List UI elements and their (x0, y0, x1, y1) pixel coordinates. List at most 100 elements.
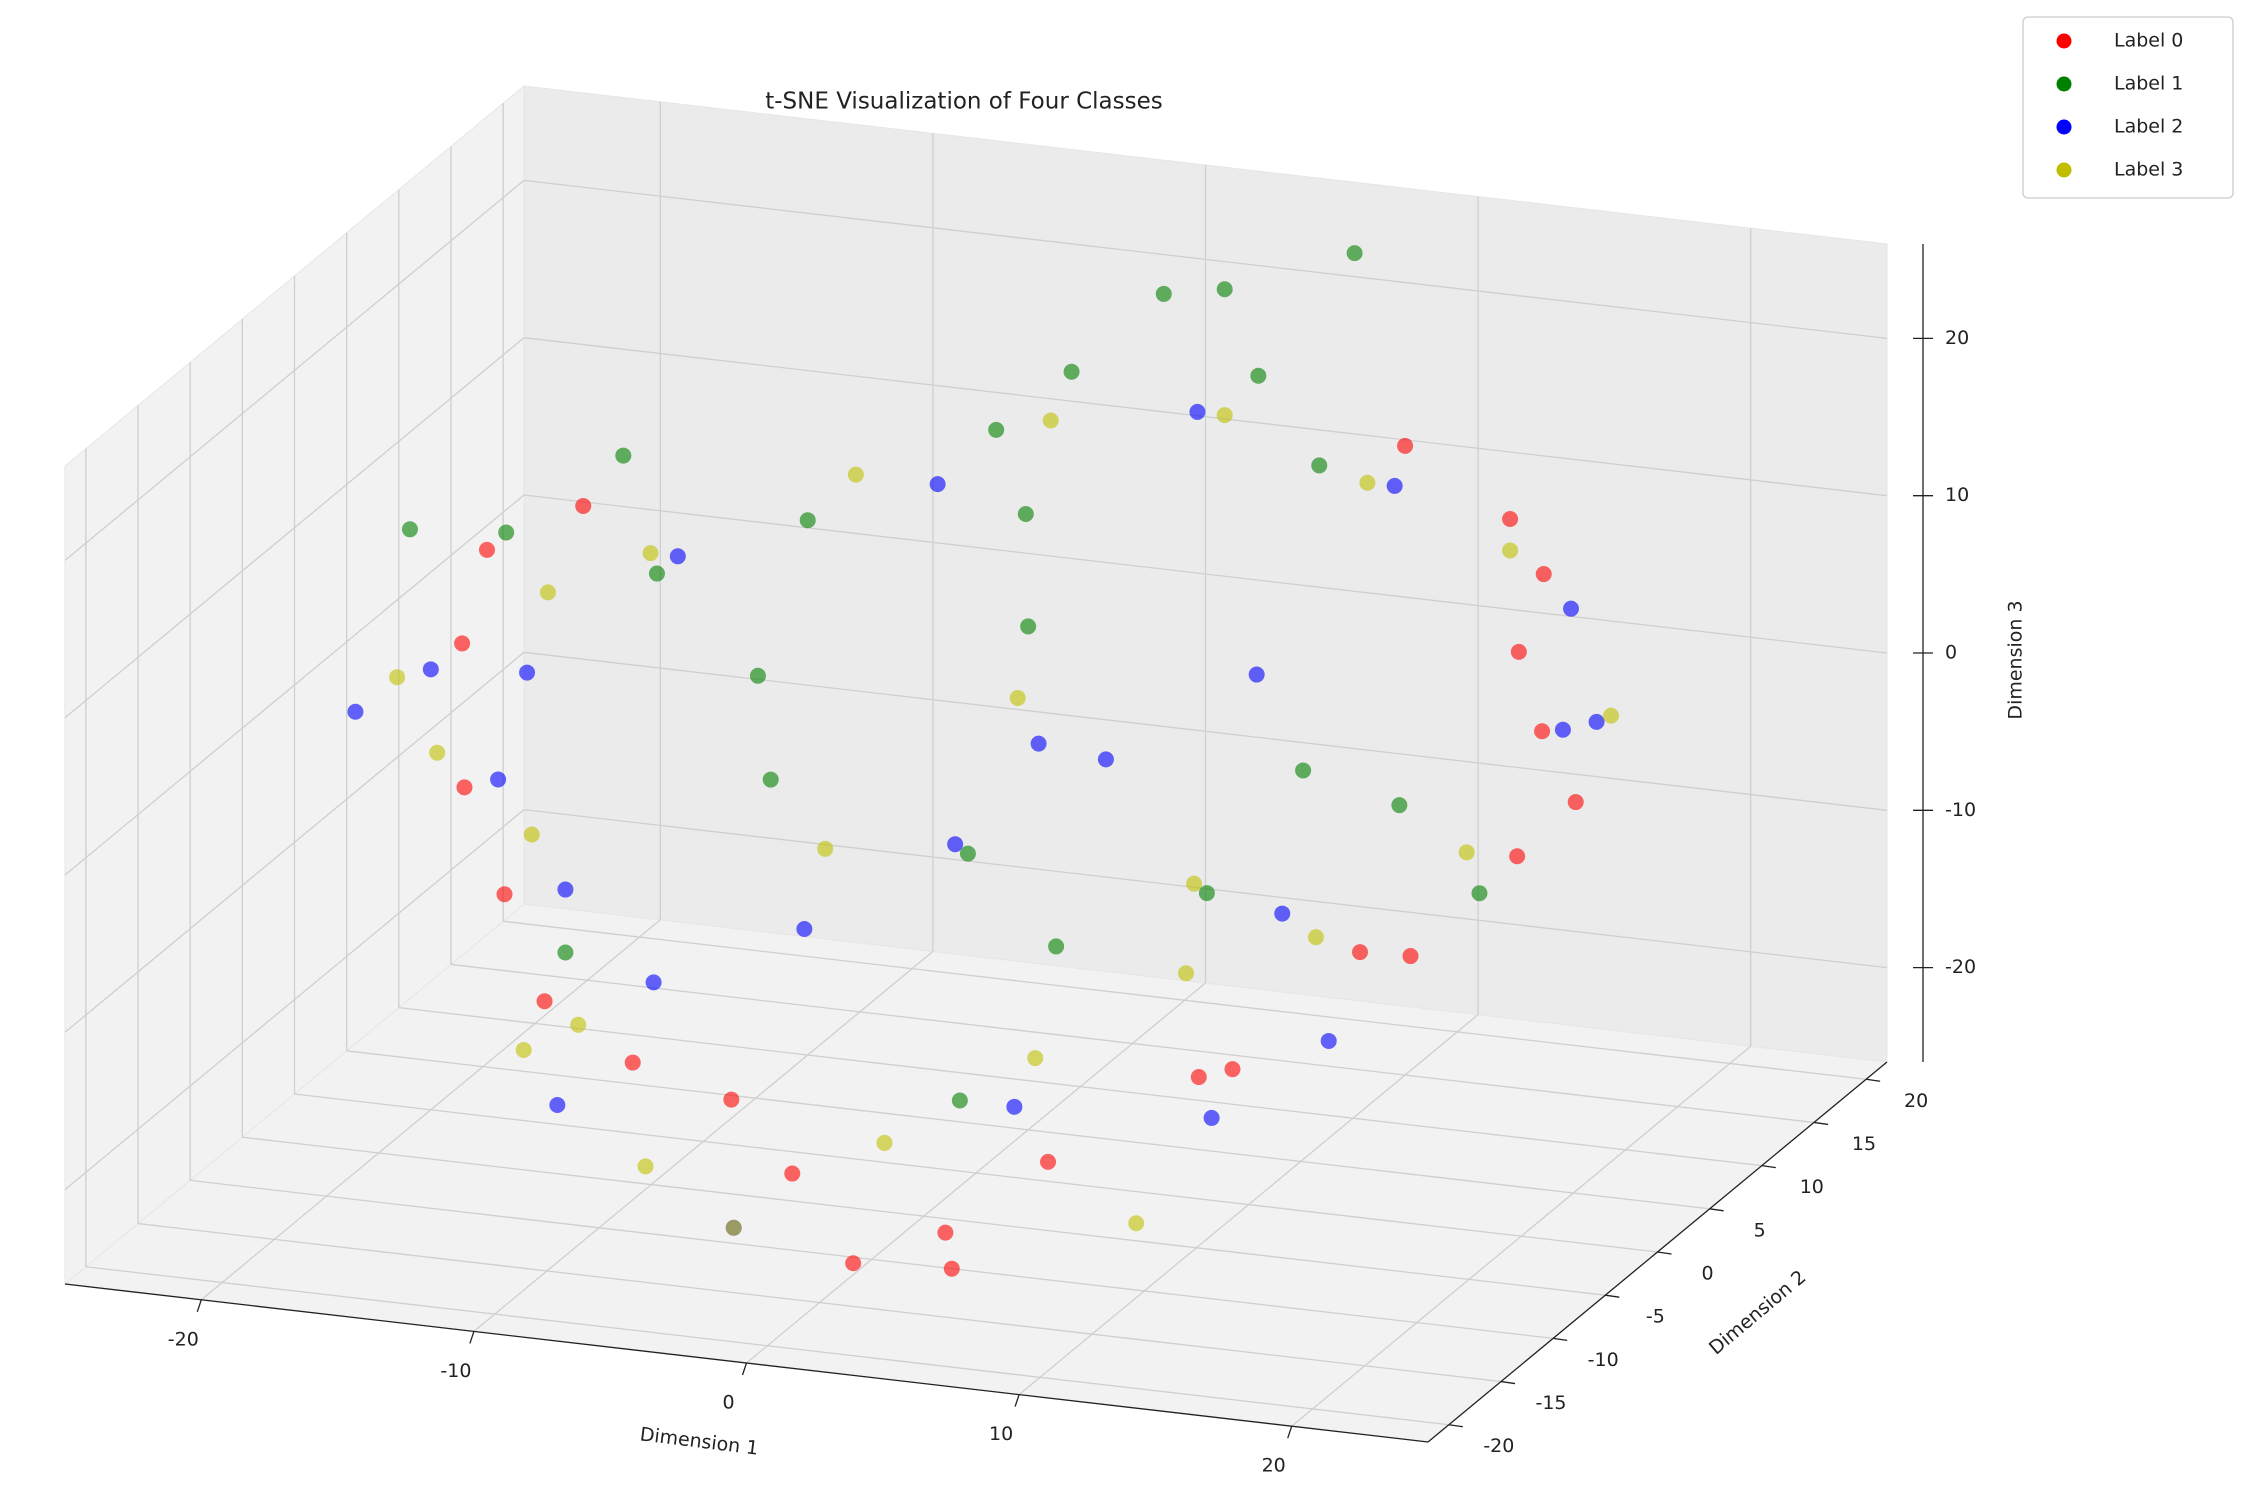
z-tick-label: 20 (1945, 327, 1969, 349)
y-tick-label: -5 (1646, 1306, 1665, 1328)
data-point (1224, 1061, 1241, 1078)
legend-label: Label 1 (2114, 73, 2183, 95)
legend-label: Label 3 (2114, 159, 2183, 181)
data-point (1250, 367, 1267, 384)
data-point (1295, 762, 1312, 779)
data-point (515, 1041, 532, 1058)
data-point (1248, 666, 1265, 683)
data-point (1502, 510, 1519, 527)
data-point (1030, 735, 1047, 752)
data-point (1346, 245, 1363, 262)
data-point (422, 661, 439, 678)
data-point (1509, 848, 1526, 865)
data-point (536, 993, 553, 1010)
data-point (959, 845, 976, 862)
y-tick (1448, 1424, 1463, 1428)
data-point (988, 421, 1005, 438)
data-point (1320, 1032, 1337, 1049)
z-grid-line (523, 337, 1888, 497)
y-tick-label: 0 (1701, 1263, 1713, 1285)
data-point (723, 1091, 740, 1108)
z-tick-label: -10 (1945, 799, 1976, 821)
data-point (1155, 285, 1172, 302)
z-tick-label: 10 (1945, 484, 1969, 506)
y-grid-line (450, 963, 1815, 1124)
data-point (1402, 948, 1419, 965)
y-tick-label: -10 (1588, 1349, 1619, 1371)
x-tick-label: -10 (440, 1360, 471, 1382)
data-point (847, 466, 864, 483)
y-axis-label: Dimension 2 (1705, 1266, 1810, 1359)
data-point (799, 512, 816, 529)
x-tick-label: 0 (722, 1392, 734, 1414)
panes (63, 84, 1889, 1443)
data-point (784, 1165, 801, 1182)
data-point (1307, 929, 1324, 946)
legend: Label 0 Label 1 Label 2 Label 3 (2022, 16, 2234, 199)
data-point (539, 584, 556, 601)
z-grid-line (523, 179, 1888, 340)
x-tick (469, 1331, 475, 1344)
data-point (456, 779, 473, 796)
y-grid-line (346, 1050, 1710, 1210)
data-point (1216, 407, 1233, 424)
data-point (570, 1016, 587, 1033)
legend-label: Label 0 (2114, 30, 2183, 52)
data-point (642, 545, 659, 562)
y-tick (1500, 1380, 1516, 1385)
z-tick-label: -20 (1945, 956, 1976, 978)
data-point (347, 703, 364, 720)
data-point (1391, 797, 1408, 814)
grid (64, 101, 1888, 1427)
data-point (523, 826, 540, 843)
data-point (1186, 875, 1203, 892)
data-point (876, 1134, 893, 1151)
data-point (624, 1054, 641, 1071)
data-point (1510, 643, 1527, 660)
legend-marker (2056, 33, 2072, 49)
y-tick-label: 15 (1852, 1133, 1876, 1155)
data-point (648, 565, 665, 582)
y-tick-label: -20 (1483, 1435, 1514, 1457)
data-point (1042, 412, 1059, 429)
data-point (645, 974, 662, 991)
y-tick (1761, 1164, 1776, 1169)
data-point (1048, 938, 1065, 955)
data-point (1502, 542, 1519, 559)
data-point (947, 836, 964, 853)
y-grid-line (242, 1136, 1606, 1296)
x-tick-label: 10 (989, 1423, 1013, 1445)
data-point (669, 548, 686, 565)
z-grid-line (523, 494, 1888, 654)
data-point (401, 521, 418, 538)
data-point (937, 1224, 954, 1241)
data-point (1562, 600, 1579, 617)
data-point (1534, 723, 1551, 740)
data-point (1603, 707, 1620, 724)
data-point (1311, 457, 1328, 474)
data-point (1017, 506, 1034, 523)
y-grid-line (190, 1179, 1554, 1340)
z-tick-label: 0 (1945, 642, 1957, 664)
y-tick (1553, 1337, 1568, 1342)
data-point (1020, 618, 1037, 635)
y-grid-line (137, 1222, 1502, 1383)
y-tick-label: 5 (1754, 1219, 1766, 1241)
data-point (1458, 844, 1475, 861)
y-tick (1605, 1294, 1620, 1298)
x-tick (1014, 1394, 1020, 1407)
y-tick (1657, 1251, 1672, 1255)
legend-box (2022, 16, 2234, 199)
points (347, 245, 1620, 1277)
data-point (1006, 1098, 1023, 1115)
data-point (389, 669, 406, 686)
y-grid-line (294, 1093, 1658, 1253)
z-axis-label: Dimension 3 (2005, 600, 2027, 719)
data-point (1063, 363, 1080, 380)
data-point (1386, 477, 1403, 494)
z-grid-line (64, 809, 525, 1191)
data-point (1198, 885, 1215, 902)
data-point (1588, 713, 1605, 730)
z-grid-line (64, 651, 525, 1033)
